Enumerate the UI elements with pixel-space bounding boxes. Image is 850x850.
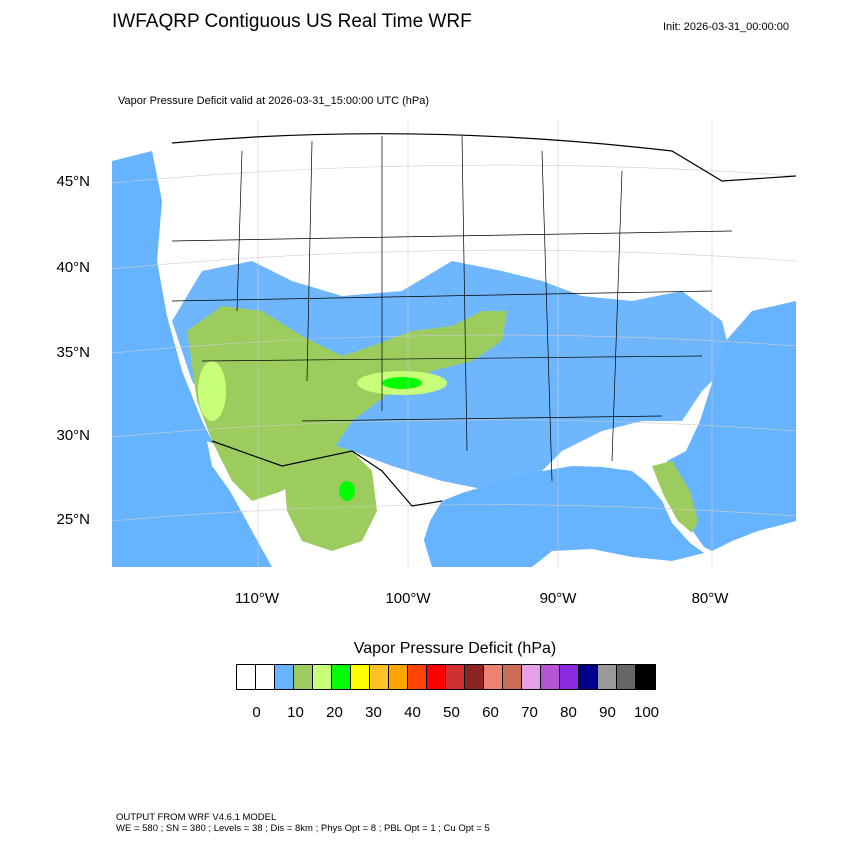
colorbar-tick-label: 80 xyxy=(560,704,577,721)
lat-label-35n: 35°N xyxy=(56,344,90,361)
colorbar-cell xyxy=(351,665,370,689)
colorbar-cell xyxy=(275,665,294,689)
colorbar-cell xyxy=(484,665,503,689)
gulf-of-mexico xyxy=(422,466,704,567)
vpd-band-15 xyxy=(187,306,507,501)
country-borders xyxy=(171,133,796,507)
vpd-map xyxy=(112,121,796,567)
colorbar-cell xyxy=(636,665,655,689)
colorbar-cell xyxy=(598,665,617,689)
colorbar-cell xyxy=(541,665,560,689)
colorbar-cell xyxy=(427,665,446,689)
lat-label-30n: 30°N xyxy=(56,427,90,444)
colorbar-tick-label: 30 xyxy=(365,704,382,721)
colorbar-cell xyxy=(560,665,579,689)
colorbar-tick-label: 0 xyxy=(252,704,261,721)
lon-label-80w: 80°W xyxy=(691,590,729,607)
colorbar-tick-label: 70 xyxy=(521,704,538,721)
init-time-label: Init: 2026-03-31_00:00:00 xyxy=(663,21,789,33)
vpd-band-15-florida xyxy=(652,461,698,533)
colorbar-cell xyxy=(313,665,332,689)
lat-label-25n: 25°N xyxy=(56,511,90,528)
lon-label-100w: 100°W xyxy=(385,590,431,607)
colorbar-cell xyxy=(389,665,408,689)
colorbar-tick-label: 50 xyxy=(443,704,460,721)
colorbar-tick-label: 60 xyxy=(482,704,499,721)
colorbar-cell xyxy=(446,665,465,689)
main-title: IWFAQRP Contiguous US Real Time WRF xyxy=(112,11,472,32)
state-borders xyxy=(171,135,733,482)
vpd-band-25-spot xyxy=(382,377,422,389)
atlantic-ocean xyxy=(667,301,796,551)
colorbar-tick-label: 100 xyxy=(633,704,660,721)
colorbar-cell xyxy=(332,665,351,689)
colorbar-tick-label: 90 xyxy=(599,704,616,721)
footer-line-2: WE = 580 ; SN = 380 ; Levels = 38 ; Dis … xyxy=(116,823,490,834)
colorbar-tick-label: 20 xyxy=(326,704,343,721)
colorbar-cell xyxy=(294,665,313,689)
colorbar-title: Vapor Pressure Deficit (hPa) xyxy=(353,640,557,657)
pacific-ocean xyxy=(112,151,272,567)
colorbar-cell xyxy=(370,665,389,689)
colorbar-cell xyxy=(579,665,598,689)
colorbar-cell xyxy=(237,665,256,689)
vpd-band-20-spot-sw xyxy=(198,361,226,421)
lat-label-45n: 45°N xyxy=(56,173,90,190)
map-subtitle: Vapor Pressure Deficit valid at 2026-03-… xyxy=(118,95,430,107)
vpd-band-25-spot-mx xyxy=(339,481,355,501)
colorbar-tick-label: 10 xyxy=(287,704,304,721)
colorbar-cell xyxy=(503,665,522,689)
colorbar-cell xyxy=(465,665,484,689)
colorbar xyxy=(236,664,656,690)
colorbar-cell xyxy=(617,665,636,689)
colorbar-cell xyxy=(522,665,541,689)
lon-label-110w: 110°W xyxy=(234,590,280,607)
lat-label-40n: 40°N xyxy=(56,259,90,276)
colorbar-tick-label: 40 xyxy=(404,704,421,721)
graticule xyxy=(112,121,796,567)
footer-line-1: OUTPUT FROM WRF V4.6.1 MODEL xyxy=(116,812,277,823)
colorbar-cell xyxy=(256,665,275,689)
lon-label-90w: 90°W xyxy=(539,590,577,607)
vpd-band-15-south xyxy=(282,441,377,551)
model-info-footer: OUTPUT FROM WRF V4.6.1 MODEL WE = 580 ; … xyxy=(116,812,490,834)
colorbar-cell xyxy=(408,665,427,689)
map-panel xyxy=(112,121,796,567)
